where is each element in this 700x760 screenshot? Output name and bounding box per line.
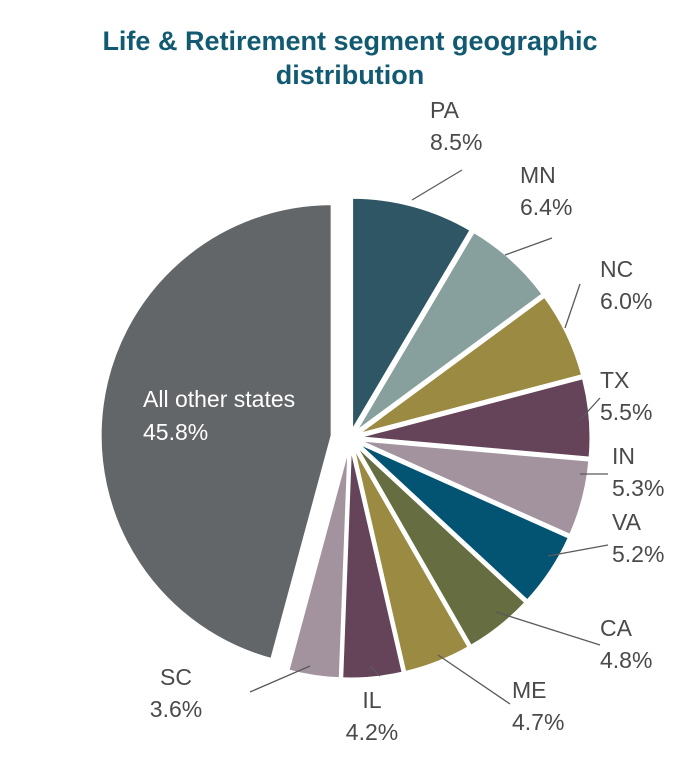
pie-slice-va <box>353 439 572 604</box>
pie-slice-me <box>350 442 472 675</box>
pie-slice-tx <box>355 375 593 460</box>
slice-label-sc: SC <box>160 664 192 690</box>
leader-line-me <box>437 654 511 705</box>
slice-label-all-other-states: All other states <box>143 386 295 412</box>
slice-value-nc: 6.0% <box>600 288 652 314</box>
slice-label-nc: NC <box>600 256 633 282</box>
slice-label-ca: CA <box>600 615 633 641</box>
leader-line-ca <box>495 611 601 646</box>
pie-slice-ca <box>352 441 529 649</box>
slice-value-pa: 8.5% <box>430 129 482 155</box>
slice-label-tx: TX <box>600 367 629 393</box>
leader-line-sc <box>249 665 311 693</box>
slice-value-mn: 6.4% <box>520 194 572 220</box>
pie-slice-nc <box>354 293 585 437</box>
slice-value-tx: 5.5% <box>600 399 652 425</box>
pie-slice-mn <box>352 229 546 435</box>
slice-label-mn: MN <box>520 162 556 188</box>
leader-line-pa <box>411 169 463 201</box>
chart-title-line-1: Life & Retirement segment geographic <box>102 26 597 56</box>
slice-value-sc: 3.6% <box>150 696 202 722</box>
slice-label-va: VA <box>612 509 642 535</box>
leader-line-va <box>547 544 609 557</box>
pie-slice-sc <box>285 443 351 681</box>
slice-label-in: IN <box>612 443 635 469</box>
pie-slice-all-other-states <box>98 202 334 662</box>
slice-value-il: 4.2% <box>346 719 398 745</box>
leader-line-il <box>369 665 381 677</box>
slice-label-il: IL <box>362 687 381 713</box>
pie-slice-pa <box>350 195 474 438</box>
slice-value-me: 4.7% <box>512 709 564 735</box>
slice-value-in: 5.3% <box>612 475 664 501</box>
slice-value-all-other-states: 45.8% <box>143 419 208 445</box>
pie-slice-in <box>355 438 592 538</box>
chart-title-line-2: distribution <box>276 60 424 90</box>
slice-value-ca: 4.8% <box>600 647 652 673</box>
leader-line-mn <box>504 237 553 256</box>
slice-value-va: 5.2% <box>612 541 664 567</box>
slice-label-pa: PA <box>430 97 460 123</box>
slice-label-me: ME <box>512 677 547 703</box>
leader-line-nc <box>564 283 581 329</box>
leader-line-tx <box>579 397 601 421</box>
